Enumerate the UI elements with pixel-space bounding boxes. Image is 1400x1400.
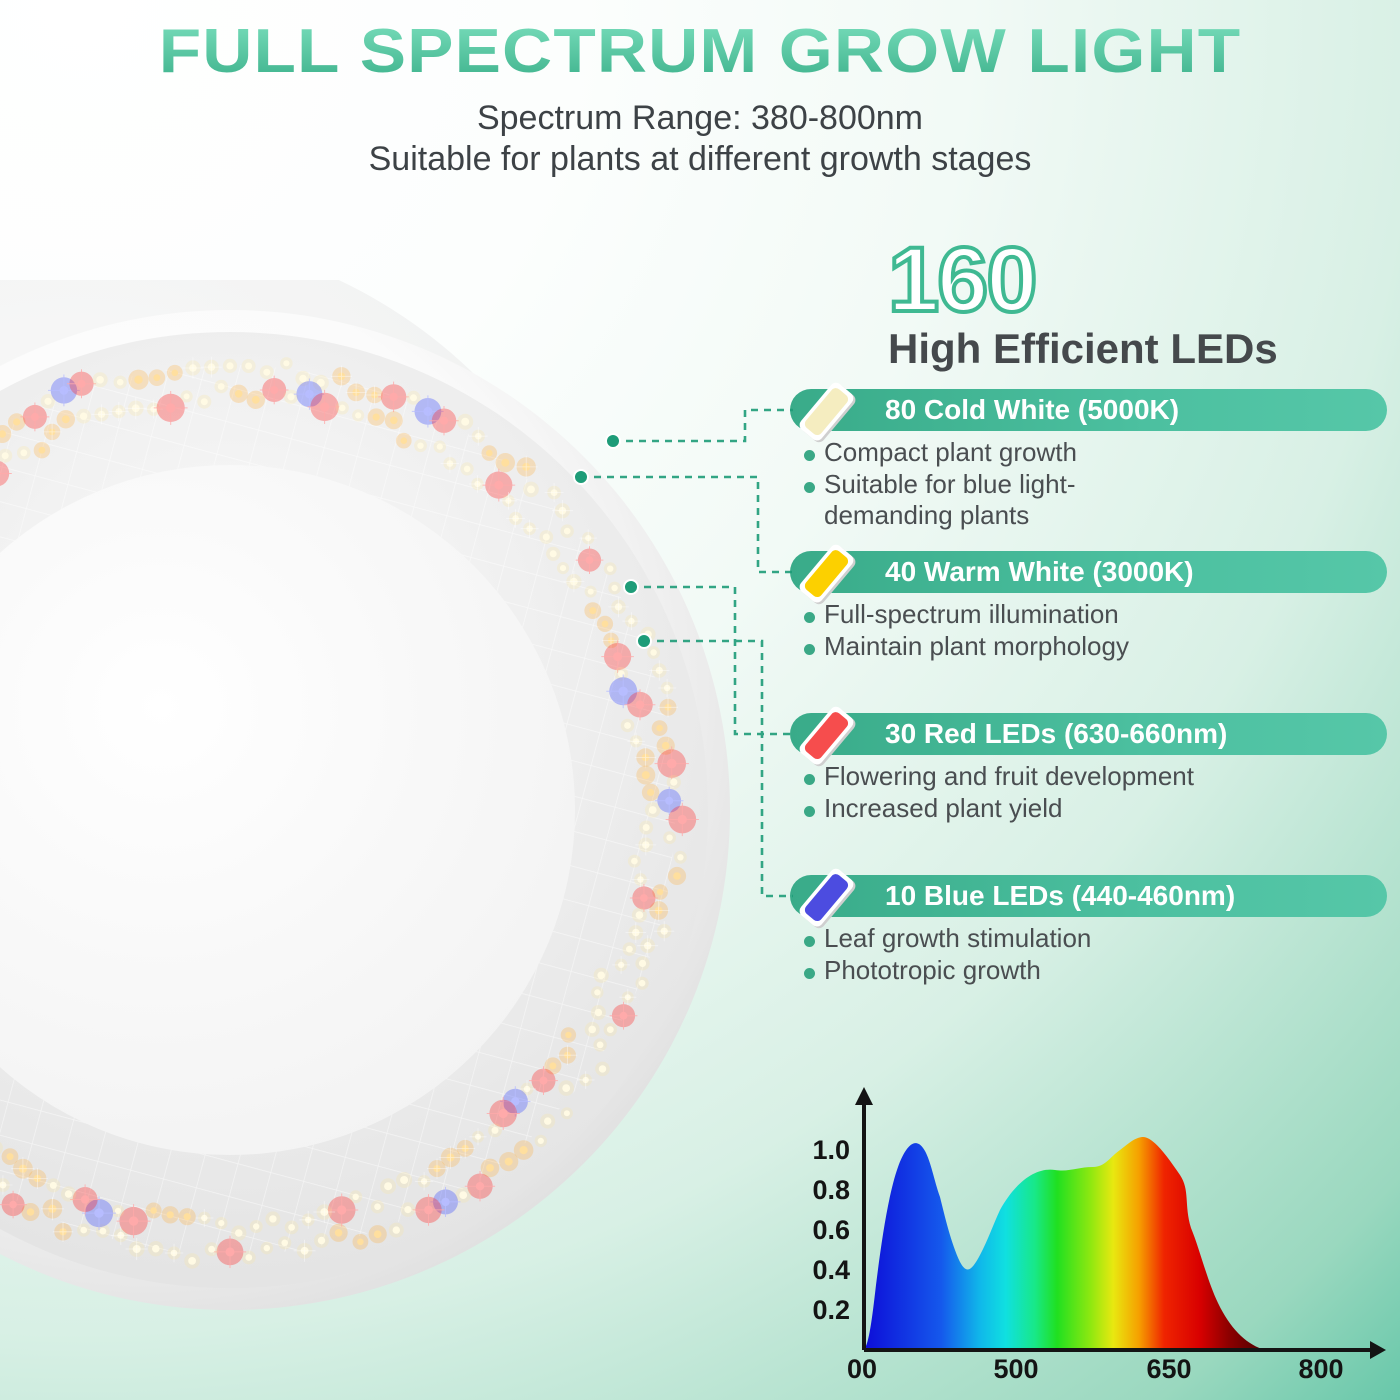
svg-text:0.2: 0.2 bbox=[812, 1295, 850, 1325]
svg-text:500: 500 bbox=[993, 1354, 1038, 1384]
svg-text:1.0: 1.0 bbox=[812, 1135, 850, 1165]
svg-text:650: 650 bbox=[1146, 1354, 1191, 1384]
svg-text:800: 800 bbox=[1298, 1354, 1343, 1384]
svg-text:0.4: 0.4 bbox=[812, 1255, 850, 1285]
svg-text:0.8: 0.8 bbox=[812, 1175, 850, 1205]
svg-text:00: 00 bbox=[847, 1354, 877, 1384]
svg-text:0.6: 0.6 bbox=[812, 1215, 850, 1245]
